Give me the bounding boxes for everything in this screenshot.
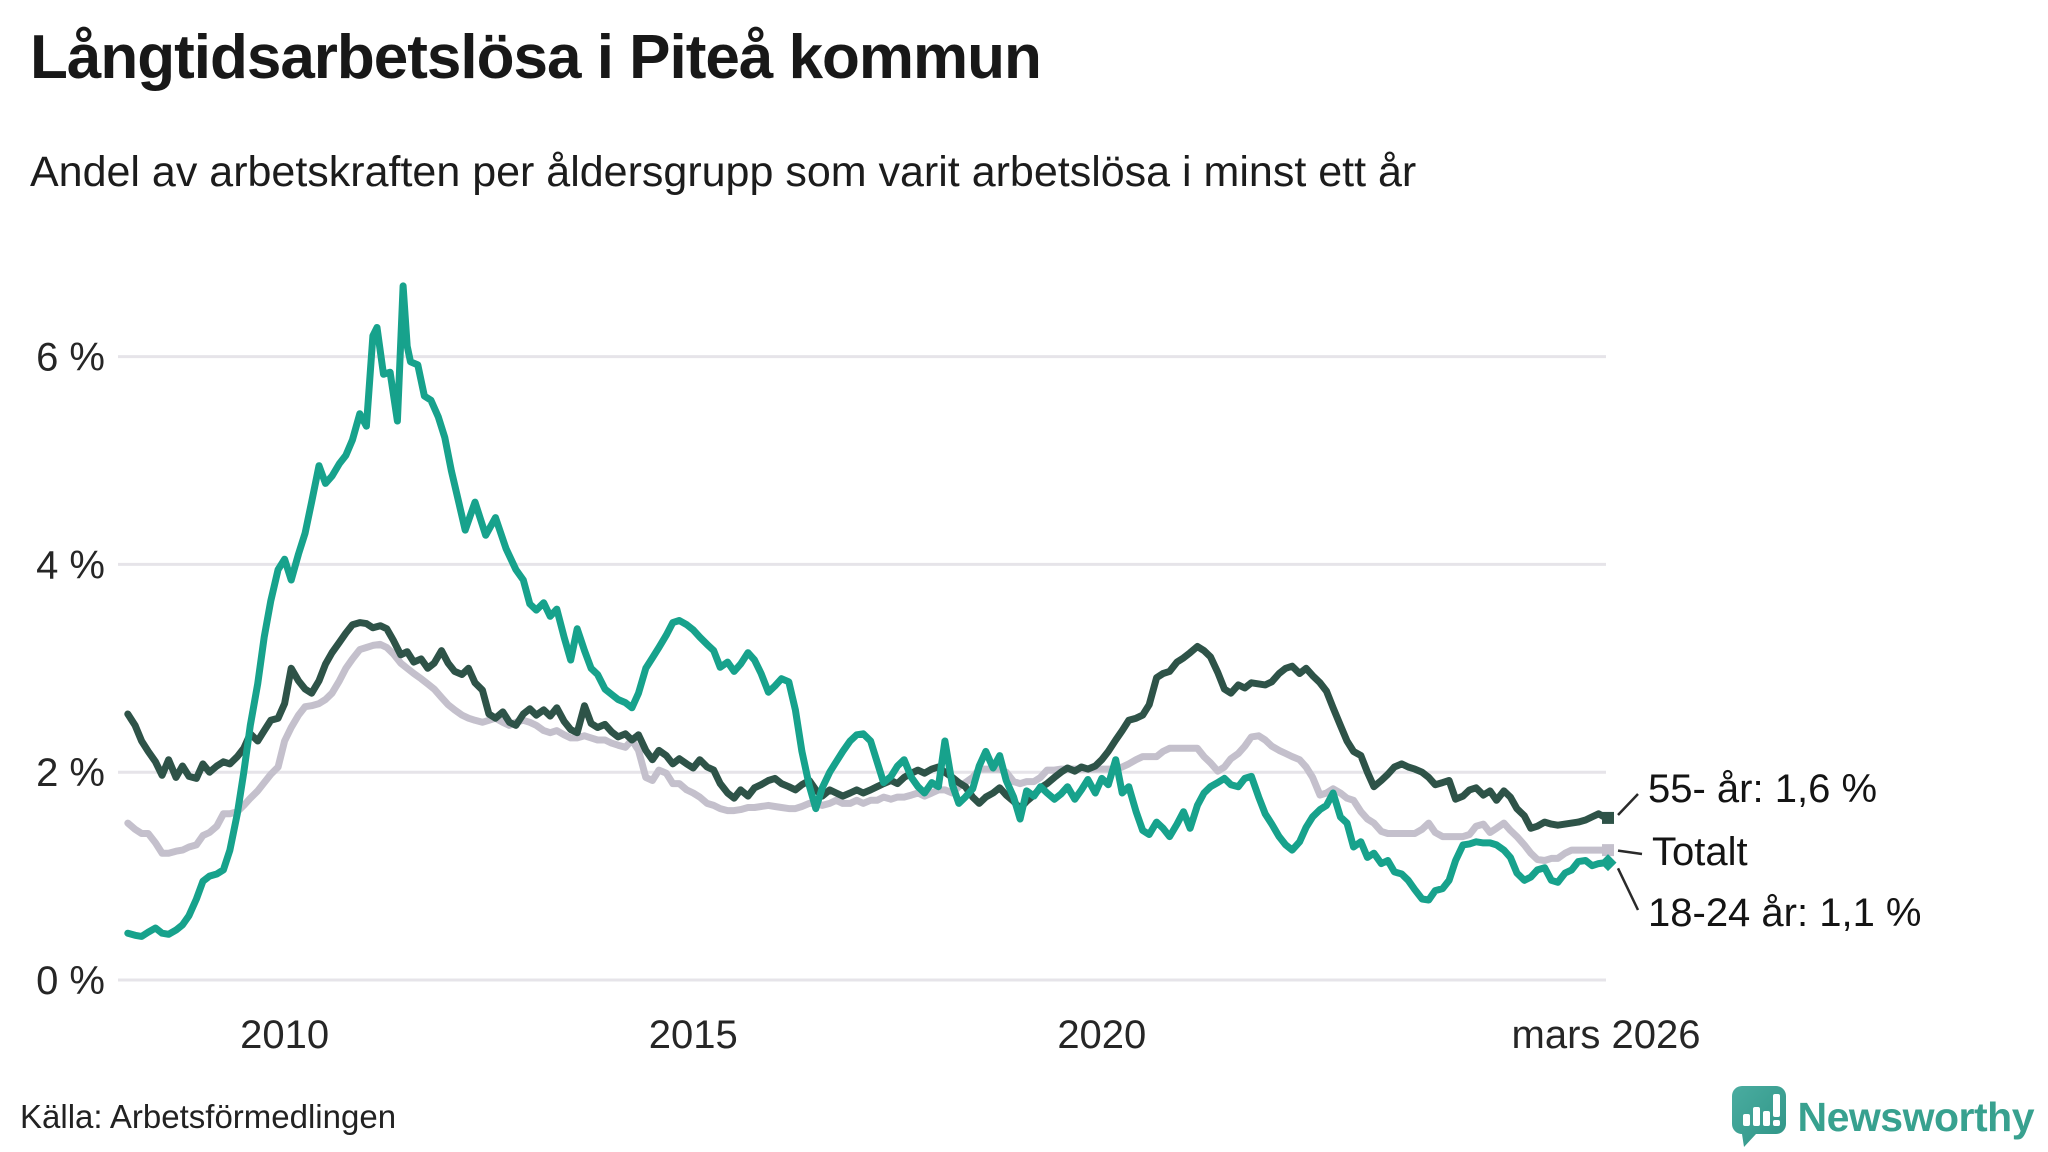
y-axis-tick-label: 4 % bbox=[36, 543, 105, 587]
series-end-label-18-24: 18-24 år: 1,1 % bbox=[1648, 891, 1922, 935]
series-line-totalt bbox=[124, 640, 1610, 864]
chart-subtitle: Andel av arbetskraften per åldersgrupp s… bbox=[30, 148, 1417, 196]
annotation-connector bbox=[1617, 849, 1643, 856]
x-axis-tick-label: 2020 bbox=[1057, 1013, 1146, 1057]
series-end-marker bbox=[1599, 854, 1617, 872]
series-end-marker bbox=[1602, 811, 1614, 824]
source-caption: Källa: Arbetsförmedlingen bbox=[20, 1098, 397, 1135]
series-line-18-24-r bbox=[124, 282, 1610, 940]
y-axis-tick-label: 2 % bbox=[36, 751, 105, 795]
series-end-marker bbox=[1602, 844, 1614, 857]
y-axis-tick-label: 6 % bbox=[36, 336, 105, 380]
x-axis-tick-label: mars 2026 bbox=[1512, 1013, 1701, 1057]
page-title: Långtidsarbetslösa i Piteå kommun bbox=[30, 23, 1042, 92]
y-axis-tick-label: 0 % bbox=[36, 959, 105, 1003]
logo-wordmark: Newsworthy bbox=[1797, 1093, 2035, 1140]
series-end-label-55: 55- år: 1,6 % bbox=[1648, 767, 1878, 811]
annotation-connector bbox=[1616, 867, 1640, 911]
bar-chart-speech-bubble-icon bbox=[1731, 1086, 1786, 1147]
series-line-55-r bbox=[124, 619, 1610, 832]
x-axis-tick-label: 2010 bbox=[240, 1013, 329, 1057]
series-end-label-totalt: Totalt bbox=[1652, 830, 1748, 874]
newsworthy-logo[interactable]: Newsworthy bbox=[1731, 1086, 2035, 1148]
annotation-connector bbox=[1617, 793, 1639, 816]
x-axis-tick-label: 2015 bbox=[649, 1013, 738, 1057]
